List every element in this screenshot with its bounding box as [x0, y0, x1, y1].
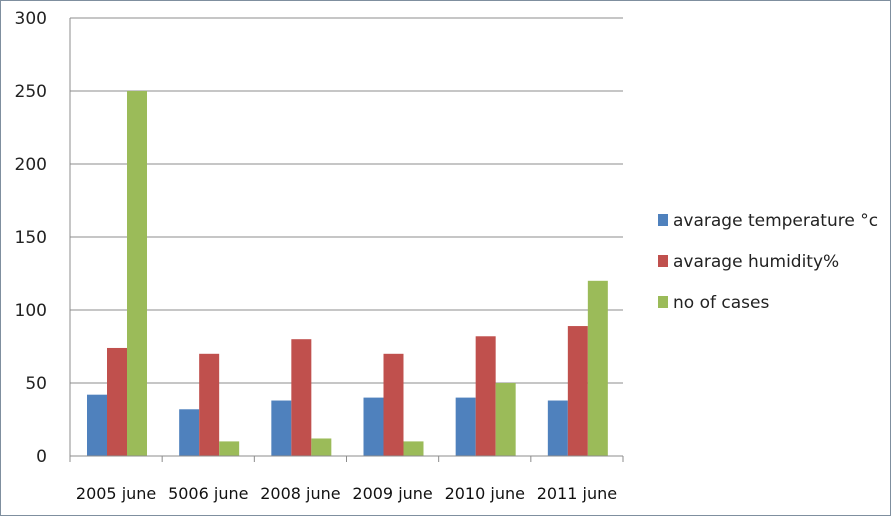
bar-3-5 — [495, 383, 516, 456]
bar-2-6 — [567, 326, 588, 456]
bar-3-4 — [403, 441, 424, 456]
y-tick-label: 250 — [15, 82, 47, 102]
bar-2-3 — [291, 339, 312, 456]
legend: avarage temperature °c avarage humidity% n… — [658, 211, 878, 313]
legend-label-2: avarage humidity% — [673, 252, 839, 272]
bar-1-5 — [455, 397, 476, 456]
bar-3-3 — [311, 438, 332, 456]
legend-label-3: no of cases — [673, 293, 769, 313]
bar-2-2 — [199, 353, 220, 456]
bar-1-3 — [271, 400, 292, 456]
y-tick-label: 100 — [15, 301, 47, 321]
bar-2-5 — [475, 336, 496, 456]
bars — [87, 91, 608, 456]
x-category-label: 2008 june — [260, 484, 340, 503]
legend-label-1: avarage temperature °c — [673, 211, 878, 231]
bar-2-4 — [383, 353, 404, 456]
x-category-label: 5006 june — [168, 484, 248, 503]
y-tick-label: 300 — [15, 9, 47, 29]
legend-swatch-2 — [658, 255, 668, 267]
x-category-label: 2005 june — [76, 484, 156, 503]
x-category-label: 2009 june — [352, 484, 432, 503]
gridlines — [70, 17, 623, 384]
legend-swatch-3 — [658, 296, 668, 308]
x-axis-categories: 2005 june 5006 june 2008 june 2009 june 2010… — [76, 484, 617, 503]
bar-1-2 — [179, 409, 200, 456]
bar-3-1 — [127, 91, 147, 456]
bar-3-2 — [219, 441, 240, 456]
bar-1-4 — [363, 397, 384, 456]
y-tick-label: 0 — [36, 447, 47, 467]
x-category-label: 2010 june — [445, 484, 525, 503]
bar-3-6 — [587, 280, 608, 456]
bar-1-6 — [547, 400, 568, 456]
y-axis-ticks: 0 50 100 150 200 250 300 — [15, 9, 47, 467]
y-tick-label: 50 — [25, 374, 47, 394]
bar-2-1 — [107, 347, 127, 456]
y-tick-label: 150 — [15, 228, 47, 248]
y-tick-label: 200 — [15, 155, 47, 175]
x-category-label: 2011 june — [537, 484, 617, 503]
legend-swatch-1 — [658, 214, 668, 226]
axes — [69, 18, 624, 462]
bar-1-1 — [87, 394, 107, 456]
